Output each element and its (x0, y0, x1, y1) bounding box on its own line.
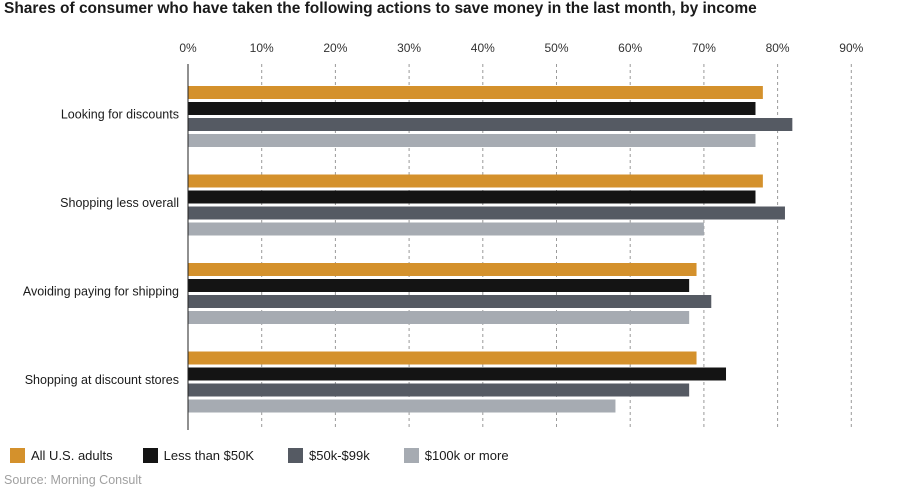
legend-swatch (10, 448, 25, 463)
x-tick-label: 60% (618, 41, 642, 55)
legend-item: $50k-$99k (288, 448, 370, 463)
x-tick-label: 30% (397, 41, 421, 55)
source-note: Source: Morning Consult (4, 473, 142, 487)
bar (188, 279, 690, 292)
bar (188, 351, 697, 365)
legend-item: Less than $50K (142, 448, 255, 463)
x-tick-label: 70% (692, 41, 716, 55)
bar (188, 383, 690, 397)
x-tick-labels: 0% 10% 20% 30% 40% 50% 60% 70% 80% 90% (179, 41, 863, 55)
legend-label: Less than $50K (163, 448, 255, 463)
bar-chart: 0% 10% 20% 30% 40% 50% 60% 70% 80% 90% Looking fo… (23, 41, 864, 430)
legend-swatch (403, 448, 419, 463)
bar (188, 118, 793, 131)
x-tick-label: 40% (471, 41, 495, 55)
bars (188, 86, 793, 413)
category-label: Shopping at discount stores (25, 373, 179, 387)
x-tick-label: 90% (839, 41, 863, 55)
bar (188, 295, 712, 308)
bar (188, 134, 756, 147)
bar (188, 174, 763, 188)
x-tick-label: 80% (766, 41, 790, 55)
category-labels: Looking for discounts Shopping less overa… (23, 107, 179, 387)
x-tick-label: 10% (250, 41, 274, 55)
category-label: Avoiding paying for shipping (23, 284, 179, 298)
bar (188, 222, 704, 236)
category-label: Shopping less overall (60, 196, 179, 210)
bar (188, 399, 616, 413)
bar (188, 206, 785, 220)
chart-title: Shares of consumer who have taken the fo… (4, 0, 757, 17)
bar (188, 263, 697, 276)
legend-item: All U.S. adults (10, 448, 113, 463)
legend-item: $100k or more (403, 448, 509, 463)
x-tick-label: 20% (323, 41, 347, 55)
category-label: Looking for discounts (61, 107, 179, 121)
legend-swatch (142, 448, 158, 463)
x-tick-label: 0% (179, 41, 197, 55)
bar (188, 102, 756, 115)
bar (188, 190, 756, 204)
legend: All U.S. adults Less than $50K $50k-$99k $1… (10, 448, 539, 463)
legend-label: $50k-$99k (309, 448, 370, 463)
legend-swatch (288, 448, 304, 463)
bar (188, 86, 763, 99)
bar (188, 311, 690, 324)
bar (188, 367, 727, 381)
legend-label: All U.S. adults (31, 448, 113, 463)
legend-label: $100k or more (424, 448, 509, 463)
x-tick-label: 50% (544, 41, 568, 55)
